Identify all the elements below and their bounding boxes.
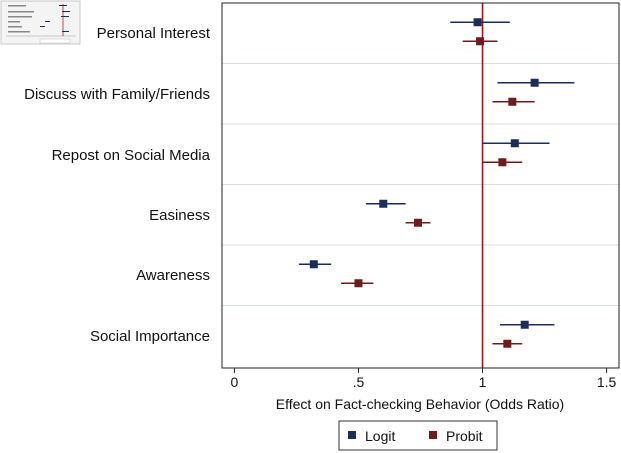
x-tick-label: 1 bbox=[479, 374, 487, 390]
x-tick-labels: 0 .5 1 1.5 bbox=[231, 374, 617, 390]
point-logit bbox=[473, 18, 482, 27]
x-tick-label: 1.5 bbox=[597, 374, 617, 390]
legend-swatch-probit bbox=[429, 431, 437, 439]
x-tick-label: .5 bbox=[353, 374, 365, 390]
category-labels: Personal Interest Discuss with Family/Fr… bbox=[24, 25, 211, 345]
point-estimates bbox=[309, 18, 539, 348]
point-probit bbox=[503, 339, 512, 348]
category-label: Personal Interest bbox=[97, 25, 211, 42]
category-label: Awareness bbox=[136, 267, 210, 284]
point-probit bbox=[476, 37, 485, 46]
legend-label-logit: Logit bbox=[365, 428, 395, 444]
legend-label-probit: Probit bbox=[446, 428, 483, 444]
category-label: Social Importance bbox=[90, 328, 210, 345]
point-logit bbox=[510, 139, 519, 148]
point-logit bbox=[309, 260, 318, 269]
point-probit bbox=[508, 97, 517, 106]
point-probit bbox=[354, 279, 363, 288]
chart-thumbnail-icon bbox=[0, 0, 81, 45]
x-axis bbox=[233, 368, 608, 373]
plot-frame bbox=[221, 2, 620, 369]
x-tick-label: 0 bbox=[231, 374, 239, 390]
legend: Logit Probit bbox=[338, 420, 498, 451]
legend-box bbox=[338, 420, 498, 451]
legend-swatch-logit bbox=[348, 431, 356, 439]
x-axis-title: Effect on Fact-checking Behavior (Odds R… bbox=[276, 396, 564, 412]
point-probit bbox=[414, 218, 423, 227]
grid-lines bbox=[222, 63, 619, 306]
point-logit bbox=[379, 199, 388, 208]
category-label: Easiness bbox=[149, 207, 210, 224]
category-label: Repost on Social Media bbox=[52, 147, 211, 164]
point-probit bbox=[498, 158, 507, 167]
point-logit bbox=[520, 320, 529, 329]
category-label: Discuss with Family/Friends bbox=[24, 86, 210, 103]
point-logit bbox=[530, 78, 539, 87]
